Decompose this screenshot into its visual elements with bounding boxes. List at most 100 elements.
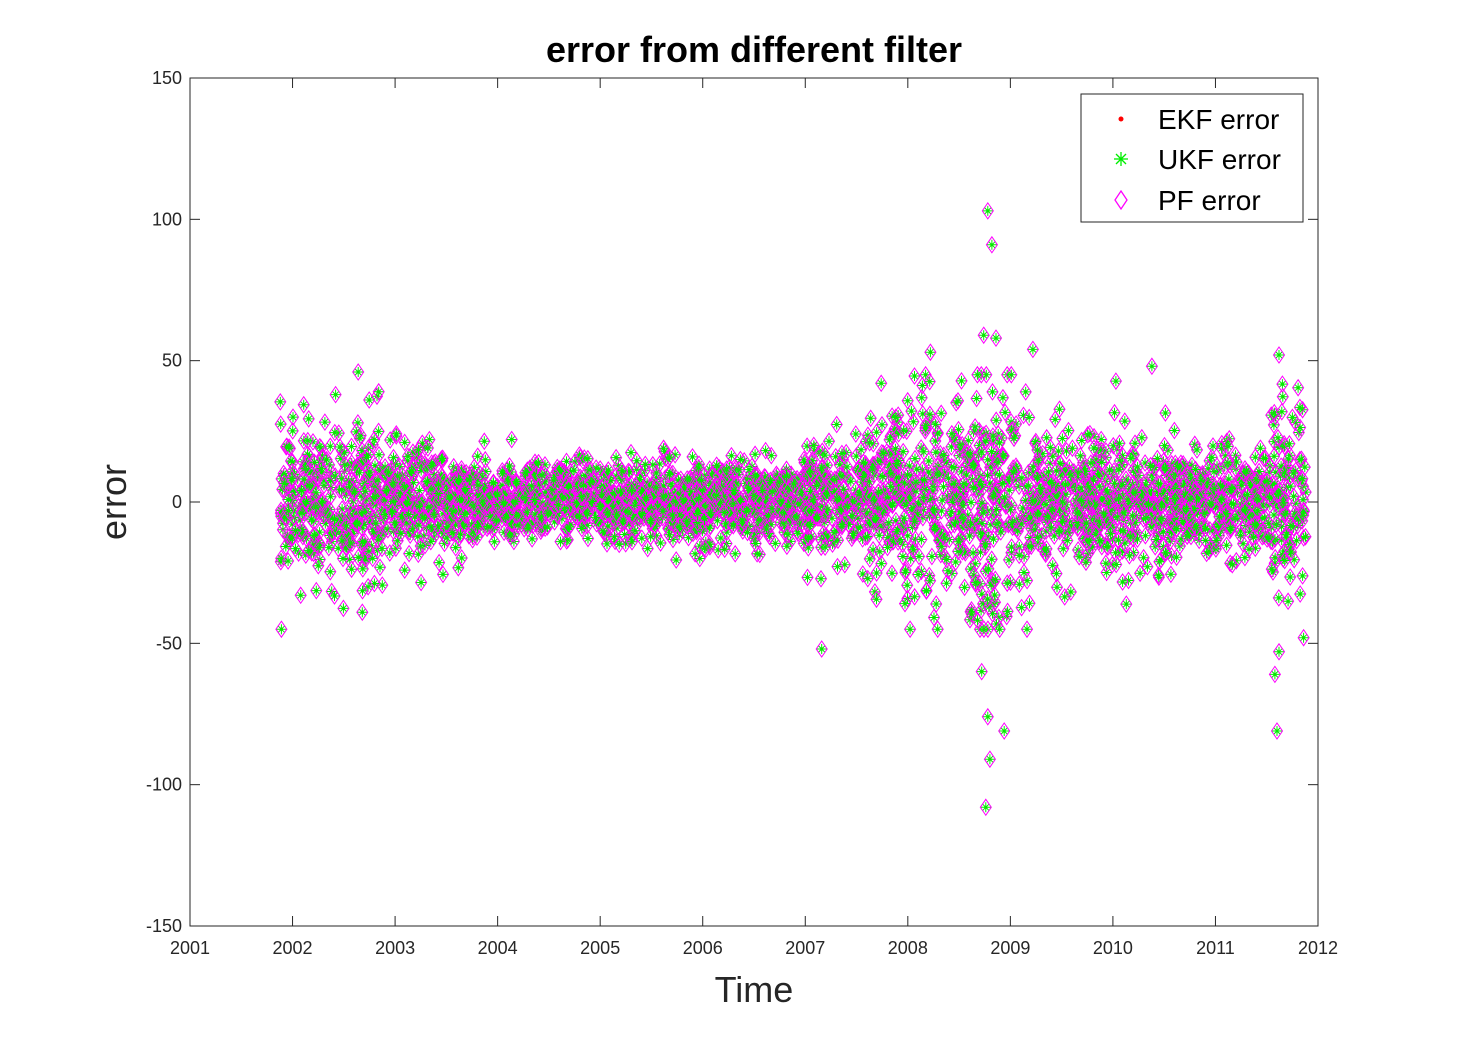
ukf-point (358, 519, 369, 530)
data-point (286, 422, 299, 440)
pf-point (300, 492, 313, 511)
data-point (345, 437, 358, 456)
data-point (353, 429, 366, 448)
pf-point (297, 395, 310, 414)
ukf-point (301, 496, 312, 507)
ukf-point (369, 476, 380, 487)
ukf-point (367, 553, 378, 564)
data-point (286, 528, 299, 547)
data-point (301, 431, 314, 450)
ukf-point (385, 435, 396, 445)
ukf-point (287, 425, 298, 436)
ukf-point (290, 485, 301, 496)
ukf-point (352, 417, 363, 428)
pf-point (375, 539, 389, 558)
pf-point (302, 410, 315, 428)
ukf-point (286, 456, 296, 466)
pf-point (307, 526, 321, 544)
data-point (310, 581, 323, 600)
pf-point (345, 437, 358, 456)
pf-point (312, 538, 326, 557)
data-point (352, 548, 365, 567)
data-point (350, 423, 363, 441)
data-point (274, 415, 287, 433)
pf-point (372, 422, 385, 441)
ukf-point (297, 508, 308, 519)
ukf-point (276, 553, 287, 564)
ukf-point (438, 518, 449, 528)
ukf-point (303, 413, 314, 424)
ukf-point (336, 473, 347, 484)
data-point (398, 561, 411, 579)
ukf-point (281, 512, 292, 523)
ukf-point (295, 515, 306, 526)
ukf-point (325, 566, 336, 577)
ukf-point (344, 554, 355, 565)
ukf-point (357, 585, 368, 596)
data-point (328, 423, 341, 442)
pf-point (368, 574, 381, 593)
ukf-point (302, 435, 313, 446)
pf-point (312, 556, 325, 575)
data-point (372, 422, 385, 441)
pf-point (366, 520, 380, 539)
pf-point (324, 562, 337, 581)
ukf-point (298, 399, 309, 410)
pf-point (340, 517, 353, 535)
ukf-point (382, 524, 393, 535)
ukf-point (368, 498, 379, 509)
pf-point (369, 514, 382, 533)
data-point (302, 410, 315, 428)
ukf-point (356, 457, 366, 467)
ukf-point (362, 494, 372, 505)
ukf-point (370, 491, 381, 502)
pf-point (284, 452, 298, 470)
ukf-point (300, 550, 311, 561)
ukf-point (325, 482, 336, 493)
ukf-point (344, 481, 355, 492)
ukf-point (346, 458, 357, 469)
ukf-point (336, 484, 347, 495)
ukf-point (316, 463, 327, 474)
data-point (312, 538, 326, 557)
ukf-point (329, 591, 340, 601)
pf-point (356, 532, 369, 551)
ukf-point (305, 467, 316, 478)
ukf-point (364, 467, 375, 477)
data-point (338, 443, 351, 462)
pf-point (302, 541, 315, 560)
data-point (366, 549, 379, 568)
ukf-point (414, 485, 425, 496)
pf-point (285, 469, 299, 488)
ukf-point (311, 487, 322, 498)
pf-point (369, 496, 382, 514)
pf-point (372, 530, 385, 549)
ukf-point (373, 426, 384, 437)
pf-point (279, 537, 292, 556)
pf-point (318, 413, 332, 431)
data-point (368, 487, 382, 506)
pf-point (316, 492, 329, 511)
ukf-point (333, 543, 344, 554)
ukf-point (275, 419, 286, 430)
ukf-point (321, 454, 332, 465)
data-point (353, 463, 366, 482)
data-point (297, 395, 310, 414)
pf-point (338, 455, 352, 474)
ukf-point (333, 515, 344, 526)
ukf-point (352, 518, 363, 529)
pf-point (358, 482, 372, 501)
data-point (309, 483, 323, 502)
ukf-point (290, 543, 301, 554)
ukf-point (329, 427, 340, 438)
data-point (295, 504, 309, 522)
pf-point (353, 429, 366, 448)
ukf-point (437, 508, 448, 519)
pf-point (301, 431, 314, 450)
ukf-point (394, 461, 405, 472)
ukf-point (347, 483, 358, 494)
data-point (361, 577, 375, 596)
data-point (362, 542, 376, 561)
ukf-point (356, 491, 367, 502)
data-point (295, 481, 308, 500)
